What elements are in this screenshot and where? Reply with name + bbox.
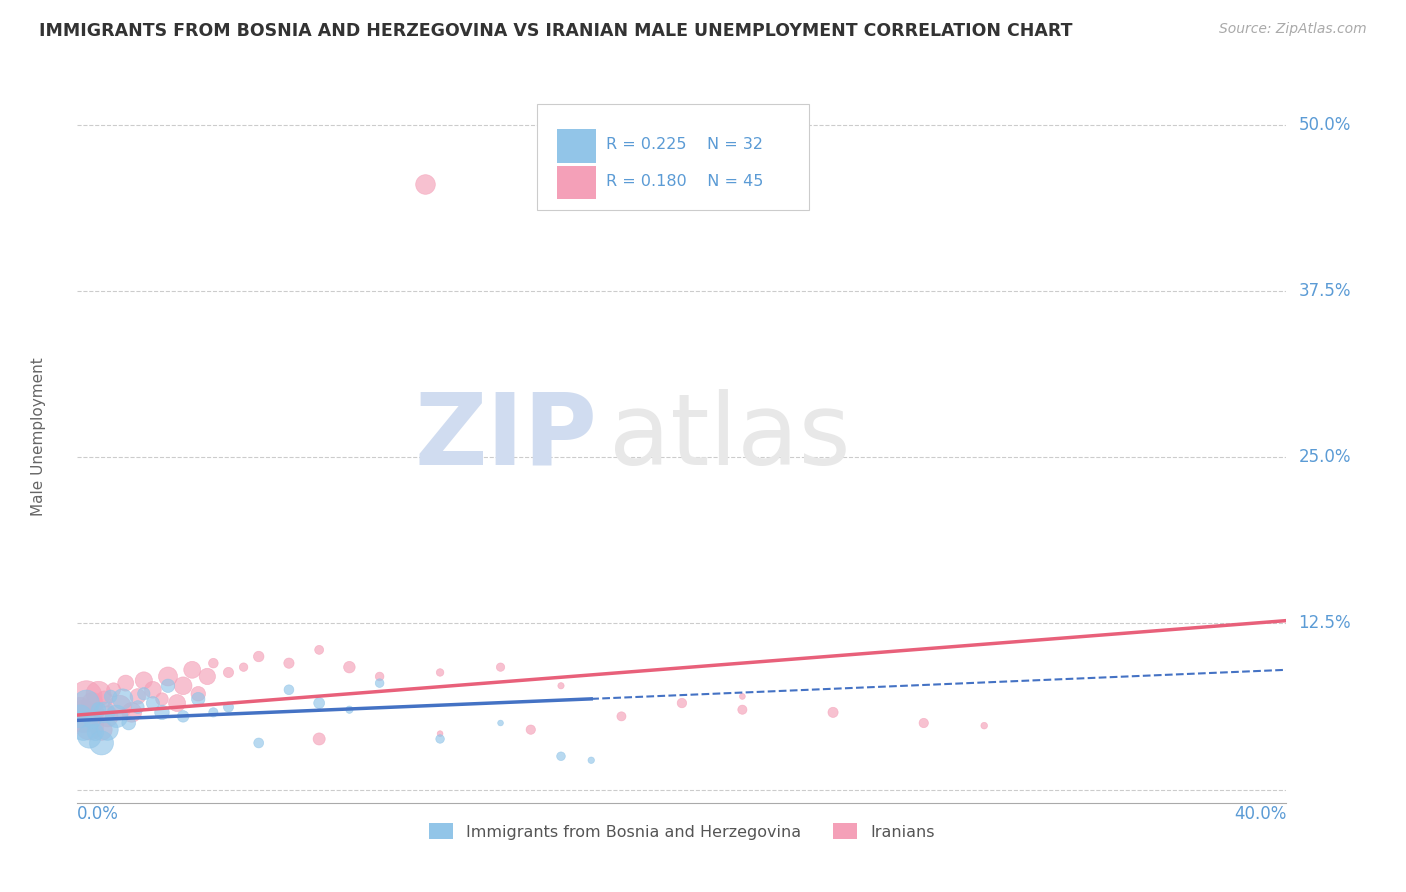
Point — [114, 676, 136, 690]
Point — [308, 696, 330, 710]
Point — [132, 673, 155, 688]
Point — [337, 660, 360, 674]
Point — [103, 682, 125, 697]
Point — [218, 665, 240, 680]
Point — [132, 687, 155, 701]
Point — [100, 690, 122, 704]
Point — [84, 706, 107, 720]
Point — [247, 649, 270, 664]
Point — [232, 660, 254, 674]
Point — [202, 706, 225, 720]
Point — [96, 709, 118, 723]
Point — [157, 669, 180, 683]
Point — [187, 692, 209, 706]
Point — [308, 643, 330, 657]
Text: 37.5%: 37.5% — [1299, 282, 1351, 300]
Point — [118, 716, 141, 731]
Point — [111, 692, 134, 706]
Point — [69, 700, 91, 714]
Point — [150, 692, 173, 706]
Point — [79, 719, 101, 733]
Point — [87, 703, 110, 717]
Point — [142, 696, 165, 710]
Bar — [557, 129, 596, 163]
Text: 40.0%: 40.0% — [1234, 805, 1286, 823]
Text: 0.0%: 0.0% — [77, 805, 120, 823]
Text: atlas: atlas — [609, 389, 851, 485]
Point — [671, 696, 693, 710]
Point — [108, 700, 131, 714]
Point — [84, 725, 107, 739]
Point — [821, 706, 844, 720]
Text: IMMIGRANTS FROM BOSNIA AND HERZEGOVINA VS IRANIAN MALE UNEMPLOYMENT CORRELATION : IMMIGRANTS FROM BOSNIA AND HERZEGOVINA V… — [39, 22, 1073, 40]
Point — [93, 692, 115, 706]
Point — [368, 676, 391, 690]
Point — [489, 716, 512, 731]
Text: Male Unemployment: Male Unemployment — [31, 358, 46, 516]
Point — [278, 656, 301, 670]
Point — [172, 709, 194, 723]
Point — [581, 753, 603, 767]
Point — [337, 703, 360, 717]
Point — [142, 682, 165, 697]
Point — [413, 178, 436, 192]
Point — [172, 679, 194, 693]
Point — [429, 731, 451, 746]
Point — [96, 723, 118, 737]
Point — [75, 690, 97, 704]
Point — [731, 690, 754, 704]
Point — [90, 723, 112, 737]
Point — [187, 687, 209, 701]
Point — [195, 669, 218, 683]
Point — [550, 749, 572, 764]
Point — [150, 706, 173, 720]
Point — [69, 709, 91, 723]
Legend: Immigrants from Bosnia and Herzegovina, Iranians: Immigrants from Bosnia and Herzegovina, … — [423, 817, 941, 846]
Point — [202, 656, 225, 670]
Point — [82, 714, 104, 728]
Point — [610, 709, 633, 723]
Point — [75, 696, 97, 710]
Point — [731, 703, 754, 717]
Text: R = 0.225    N = 32: R = 0.225 N = 32 — [606, 137, 762, 152]
Text: 25.0%: 25.0% — [1299, 448, 1351, 466]
Point — [489, 660, 512, 674]
Point — [79, 729, 101, 743]
Text: R = 0.180    N = 45: R = 0.180 N = 45 — [606, 174, 763, 188]
Point — [87, 687, 110, 701]
Point — [166, 696, 188, 710]
Point — [157, 679, 180, 693]
Point — [181, 663, 204, 677]
Text: ZIP: ZIP — [415, 389, 598, 485]
Point — [121, 706, 143, 720]
Point — [105, 709, 128, 723]
Point — [93, 706, 115, 720]
FancyBboxPatch shape — [537, 104, 808, 211]
Point — [973, 719, 995, 733]
Point — [127, 700, 149, 714]
Point — [82, 696, 104, 710]
Point — [72, 719, 94, 733]
Point — [520, 723, 543, 737]
Point — [429, 665, 451, 680]
Text: 12.5%: 12.5% — [1299, 615, 1351, 632]
Text: Source: ZipAtlas.com: Source: ZipAtlas.com — [1219, 22, 1367, 37]
Text: 50.0%: 50.0% — [1299, 116, 1351, 134]
Point — [72, 709, 94, 723]
Bar — [557, 166, 596, 200]
Point — [429, 726, 451, 740]
Point — [218, 700, 240, 714]
Point — [278, 682, 301, 697]
Point — [368, 669, 391, 683]
Point — [912, 716, 935, 731]
Point — [308, 731, 330, 746]
Point — [90, 736, 112, 750]
Point — [550, 679, 572, 693]
Point — [247, 736, 270, 750]
Point — [127, 690, 149, 704]
